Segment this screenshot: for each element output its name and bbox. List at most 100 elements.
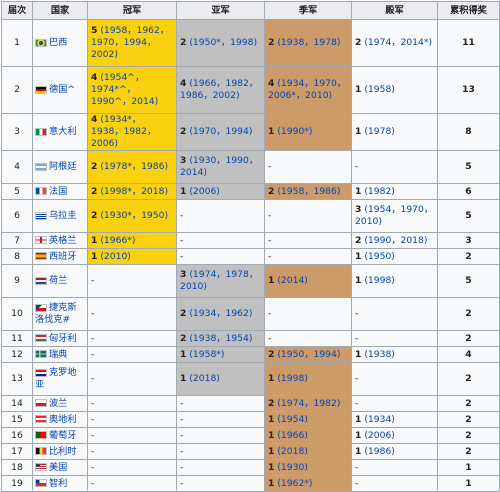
country-link[interactable]: 乌拉圭 [49, 210, 77, 221]
champion-cell: - [87, 443, 177, 460]
medal-count: 2 [180, 126, 187, 137]
medal-years[interactable]: (1970，1994) [189, 126, 253, 137]
medal-years[interactable]: (2010) [100, 250, 131, 262]
medal-years[interactable]: (1962*) [277, 477, 313, 489]
rank-cell: 11 [1, 330, 33, 347]
medal-years[interactable]: (1930*，1950) [100, 210, 169, 221]
medal-years[interactable]: (1938，1954) [189, 332, 253, 344]
country-link[interactable]: 瑞典 [49, 348, 68, 360]
medal-years[interactable]: (2006) [189, 185, 220, 197]
medal-years[interactable]: (1998*，2018) [100, 185, 169, 197]
medal-years[interactable]: (1998) [364, 275, 395, 286]
third-cell: 4 (1934，1970，2006*，2010) [264, 66, 352, 114]
medal-years[interactable]: (1950，1994) [277, 348, 341, 360]
runner-up-cell: - [176, 475, 265, 492]
country-link[interactable]: 西班牙 [49, 250, 77, 262]
country-link[interactable]: 意大利 [49, 126, 77, 137]
country-cell: 西班牙 [32, 248, 88, 265]
medal-years[interactable]: (1950) [364, 250, 395, 262]
country-link[interactable]: 德国^ [49, 84, 76, 95]
medal-years[interactable]: (2014) [277, 275, 308, 286]
country-link[interactable]: 波兰 [49, 397, 68, 409]
third-cell: 1 (1966) [264, 427, 352, 444]
medal-years[interactable]: (1986) [364, 445, 395, 457]
medal-years[interactable]: (1938) [364, 348, 395, 360]
medal-years[interactable]: (1934，1962) [189, 308, 253, 319]
medal-years[interactable]: (1978*，1986) [100, 161, 169, 172]
champion-cell: 2 (1998*，2018) [87, 183, 177, 200]
medal-years[interactable]: (1934*，1938，1982，2006) [91, 114, 157, 150]
medal-years[interactable]: (1990，2018) [364, 234, 428, 246]
medal-years[interactable]: (2006) [364, 429, 395, 441]
medal-years[interactable]: (1950*，1998) [189, 37, 258, 48]
medal-years[interactable]: (1958*) [189, 348, 225, 360]
country-cell: 比利时 [32, 443, 88, 460]
medal-years[interactable]: (1930) [277, 461, 308, 473]
medal-years[interactable]: (1974，1978，2010) [180, 269, 259, 292]
country-link[interactable]: 葡萄牙 [49, 429, 77, 441]
medal-years[interactable]: (1930，1990，2014) [180, 155, 259, 178]
runner-up-cell: 2 (1970，1994) [176, 113, 265, 151]
medal-count: 1 [355, 84, 362, 95]
country-link[interactable]: 捷克斯洛伐克# [35, 302, 77, 325]
fourth-cell: 1 (1978) [351, 113, 438, 151]
medal-count: 3 [180, 269, 187, 280]
total-cell: 5 [437, 264, 500, 298]
country-cell: 克罗地亚 [32, 362, 88, 396]
third-cell: 1 (1930) [264, 459, 352, 476]
medal-years: - [268, 161, 272, 172]
medal-count: 1 [268, 275, 275, 286]
medal-years[interactable]: (1966*) [100, 234, 136, 246]
austria-flag-icon [35, 415, 47, 423]
medal-years[interactable]: (1974，1982) [277, 397, 341, 409]
medal-years[interactable]: (1978) [364, 126, 395, 137]
header-country[interactable]: 国家 [32, 1, 88, 20]
header-total[interactable]: 累积得奖 [437, 1, 500, 20]
medal-years[interactable]: (1934) [364, 413, 395, 425]
medal-count: 1 [355, 275, 362, 286]
medal-years[interactable]: (2018) [277, 445, 308, 457]
medal-count: 1 [355, 445, 362, 457]
rank-cell: 6 [1, 199, 33, 233]
header-runner-up[interactable]: 亚军 [176, 1, 265, 20]
medal-years[interactable]: (1934，1970，2006*，2010) [268, 78, 347, 101]
third-cell: - [264, 297, 352, 331]
header-rank[interactable]: 届次 [1, 1, 33, 20]
header-fourth[interactable]: 殿军 [351, 1, 438, 20]
medal-years[interactable]: (1958，1962，1970，1994，2002) [91, 25, 170, 60]
country-link[interactable]: 克罗地亚 [35, 367, 77, 390]
medal-years[interactable]: (1954，1970，2010) [355, 204, 434, 227]
country-link[interactable]: 匈牙利 [49, 332, 77, 344]
country-link[interactable]: 英格兰 [49, 234, 77, 246]
country-link[interactable]: 智利 [49, 477, 68, 489]
medal-years[interactable]: (1966) [277, 429, 308, 441]
medal-years[interactable]: (1966，1982，1986，2002) [180, 78, 259, 101]
medal-years[interactable]: (1954) [277, 413, 308, 425]
medal-years[interactable]: (1974，2014*) [364, 37, 433, 48]
medal-years[interactable]: (1998) [277, 373, 308, 384]
country-link[interactable]: 比利时 [49, 445, 77, 457]
table-row: 17 比利时 - -1 (2018) 1 (1986) 2 [1, 443, 500, 460]
country-link[interactable]: 美国 [49, 461, 68, 473]
header-third[interactable]: 季军 [264, 1, 352, 20]
medal-years[interactable]: (1982) [364, 185, 395, 197]
country-link[interactable]: 法国 [49, 185, 68, 197]
medal-years[interactable]: (1954^，1974*^，1990^，2014) [91, 72, 159, 107]
runner-up-cell: 2 (1934，1962) [176, 297, 265, 331]
header-champion[interactable]: 冠军 [87, 1, 177, 20]
medal-years[interactable]: (1958) [364, 84, 395, 95]
medal-years[interactable]: (2018) [189, 373, 220, 384]
country-link[interactable]: 荷兰 [49, 275, 68, 286]
country-link[interactable]: 阿根廷 [49, 161, 77, 172]
country-link[interactable]: 奥地利 [49, 413, 77, 425]
country-link[interactable]: 巴西 [49, 37, 68, 48]
medal-years: - [268, 210, 272, 221]
total-cell: 6 [437, 183, 500, 200]
medal-years[interactable]: (1990*) [277, 126, 313, 137]
medal-count: 2 [180, 332, 187, 344]
medal-years[interactable]: (1938，1978) [277, 37, 341, 48]
medal-years[interactable]: (1958，1986) [277, 185, 341, 197]
medal-years: - [355, 461, 359, 473]
uruguay-flag-icon [35, 211, 47, 220]
fourth-cell: 1 (1998) [351, 264, 438, 298]
